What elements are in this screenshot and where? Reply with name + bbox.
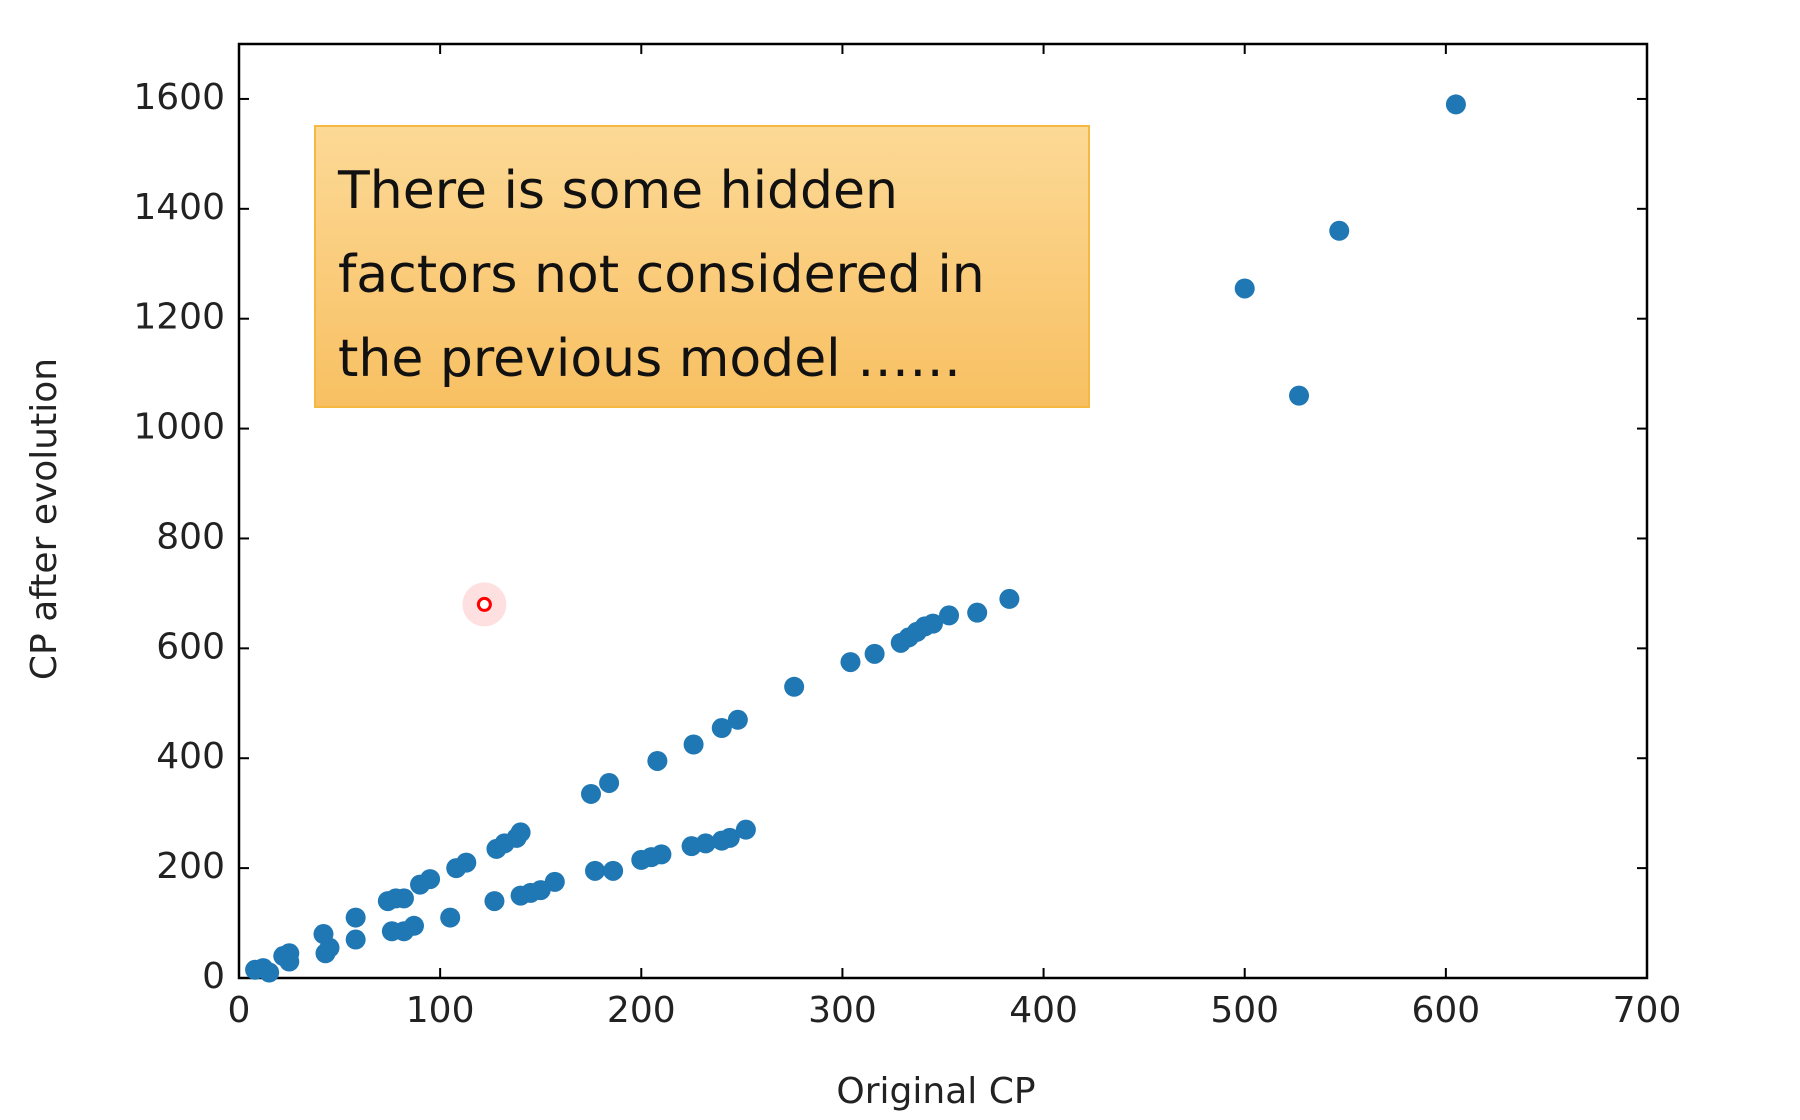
data-point: [651, 844, 672, 865]
x-tick-label: 300: [808, 990, 877, 1031]
y-tick-label: 1400: [133, 187, 225, 228]
x-tick-label: 500: [1210, 990, 1279, 1031]
data-point: [683, 734, 704, 755]
annotation-line: There is some hidden: [338, 161, 898, 221]
data-point: [1289, 385, 1310, 406]
data-point: [695, 833, 716, 854]
data-point: [711, 718, 732, 739]
data-point: [544, 871, 565, 892]
x-tick-label: 0: [228, 990, 251, 1031]
y-axis-label: CP after evolution: [24, 358, 65, 680]
data-point: [784, 676, 805, 697]
y-tick-label: 1000: [133, 407, 225, 448]
y-tick-label: 200: [156, 846, 225, 887]
data-point: [647, 750, 668, 771]
data-point: [1329, 220, 1350, 241]
y-tick-label: 1200: [133, 297, 225, 338]
y-tick-label: 1600: [133, 77, 225, 118]
data-point: [279, 951, 300, 972]
data-point: [581, 783, 601, 804]
data-point: [864, 643, 885, 664]
x-tick-label: 600: [1411, 990, 1480, 1031]
data-point: [727, 709, 748, 730]
annotation-line: the previous model ……: [338, 329, 962, 389]
data-point: [939, 605, 960, 626]
data-point: [603, 860, 624, 881]
y-tick-label: 800: [156, 516, 225, 557]
plot-frame: [237, 42, 1649, 980]
data-point: [719, 827, 740, 848]
data-point: [585, 860, 606, 881]
y-tick-label: 400: [156, 736, 225, 777]
x-tick-label: 200: [607, 990, 676, 1031]
data-point: [456, 852, 477, 873]
data-point: [393, 888, 414, 909]
annotation-line: factors not considered in: [338, 245, 985, 305]
data-point: [599, 772, 620, 793]
data-point: [319, 937, 340, 958]
data-point: [345, 907, 366, 928]
data-point: [440, 907, 461, 928]
data-point: [922, 613, 943, 634]
data-point: [967, 602, 988, 623]
x-tick-label: 400: [1009, 990, 1078, 1031]
data-point: [484, 891, 505, 912]
data-point: [999, 588, 1020, 609]
data-point: [510, 822, 531, 843]
y-tick-label: 600: [156, 626, 225, 667]
data-point: [259, 962, 280, 983]
data-point: [420, 869, 441, 890]
data-point: [735, 819, 756, 840]
data-point: [403, 915, 424, 936]
data-point: [1234, 278, 1255, 299]
data-point: [840, 652, 861, 673]
x-tick-label: 700: [1613, 990, 1682, 1031]
highlight-point: [476, 596, 492, 612]
x-axis-label: Original CP: [836, 1071, 1035, 1112]
annotation-box: There is some hidden factors not consider…: [314, 125, 1090, 408]
x-tick-label: 100: [406, 990, 475, 1031]
data-point: [345, 929, 366, 950]
data-point: [1445, 94, 1466, 115]
y-tick-label: 0: [202, 956, 225, 997]
